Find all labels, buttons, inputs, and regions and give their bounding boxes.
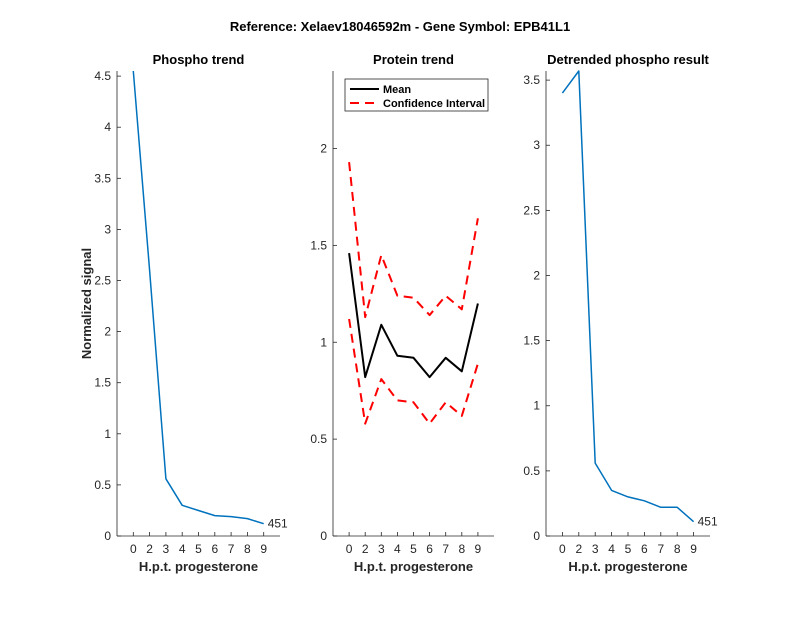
y-tick-label: 3.5: [94, 171, 111, 185]
y-tick-label: 1: [533, 399, 540, 413]
legend-mean-label: Mean: [383, 84, 411, 96]
x-tick-label: 0: [559, 542, 566, 556]
y-tick-label: 1: [104, 427, 111, 441]
y-tick-label: 2: [533, 268, 540, 282]
x-tick-label: 7: [228, 542, 235, 556]
x-tick-label: 6: [211, 542, 218, 556]
x-tick-label: 8: [244, 542, 251, 556]
series-line-mean: [348, 252, 479, 379]
x-tick-label: 5: [625, 542, 632, 556]
y-tick-label: 3.5: [523, 73, 540, 87]
x-tick-label: 3: [592, 542, 599, 556]
x-axis-label: H.p.t. progesterone: [568, 559, 687, 574]
subplot-title: Detrended phospho result: [547, 52, 709, 67]
y-tick-label: 0.5: [523, 464, 540, 478]
y-tick-label: 1: [320, 335, 327, 349]
x-tick-label: 6: [426, 542, 433, 556]
x-tick-label: 0: [346, 542, 353, 556]
x-tick-label: 5: [410, 542, 417, 556]
legend-box: [344, 78, 489, 112]
x-tick-label: 6: [641, 542, 648, 556]
legend-ci-label: Confidence Interval: [383, 98, 485, 110]
y-tick-label: 3: [533, 138, 540, 152]
x-tick-label: 2: [362, 542, 369, 556]
y-tick-label: 3: [104, 222, 111, 236]
y-axis-label: Normalized signal: [79, 248, 94, 359]
y-tick-label: 0.5: [94, 478, 111, 492]
x-axis-label: H.p.t. progesterone: [139, 559, 258, 574]
subplot-title: Protein trend: [373, 52, 454, 67]
x-tick-label: 4: [394, 542, 401, 556]
series-line-detrended: [561, 70, 695, 523]
y-tick-label: 2.5: [94, 274, 111, 288]
x-tick-label: 2: [146, 542, 153, 556]
series-line-confidence-interval-lower: [348, 318, 479, 425]
subplot-title: Phospho trend: [153, 52, 245, 67]
y-tick-label: 0: [533, 529, 540, 543]
x-tick-label: 0: [130, 542, 137, 556]
x-tick-label: 3: [163, 542, 170, 556]
x-tick-label: 2: [575, 542, 582, 556]
x-tick-label: 7: [657, 542, 664, 556]
x-axis-label: H.p.t. progesterone: [354, 559, 473, 574]
x-tick-label: 9: [260, 542, 267, 556]
x-tick-label: 4: [608, 542, 615, 556]
figure-title: Reference: Xelaev18046592m - Gene Symbol…: [230, 19, 570, 34]
y-tick-label: 1.5: [523, 334, 540, 348]
x-tick-label: 8: [674, 542, 681, 556]
annotation-label: 451: [698, 515, 718, 529]
x-tick-label: 8: [458, 542, 465, 556]
x-tick-label: 9: [690, 542, 697, 556]
x-tick-label: 4: [179, 542, 186, 556]
y-tick-label: 4: [104, 120, 111, 134]
y-tick-label: 0: [104, 529, 111, 543]
x-tick-label: 7: [442, 542, 449, 556]
y-tick-label: 0.5: [310, 432, 327, 446]
series-line-phospho: [132, 70, 264, 525]
y-tick-label: 2: [320, 142, 327, 156]
legend: Mean Confidence Interval: [344, 78, 489, 112]
x-tick-label: 5: [195, 542, 202, 556]
y-tick-label: 4.5: [94, 69, 111, 83]
x-tick-label: 3: [378, 542, 385, 556]
y-tick-label: 2.5: [523, 203, 540, 217]
annotation-label: 451: [268, 517, 288, 531]
y-tick-label: 0: [320, 529, 327, 543]
y-tick-label: 1.5: [94, 376, 111, 390]
y-tick-label: 1.5: [310, 238, 327, 252]
y-tick-label: 2: [104, 325, 111, 339]
series-line-confidence-interval-upper: [348, 161, 479, 319]
x-tick-label: 9: [475, 542, 482, 556]
